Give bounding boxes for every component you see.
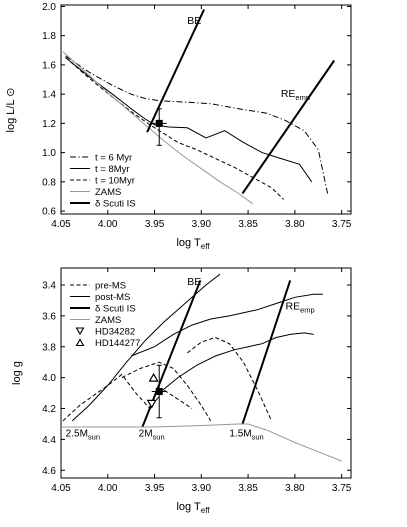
series-line [241,59,336,195]
legend-label: t = 10Myr [95,175,135,186]
y-tick-label: 4.6 [42,466,56,477]
x-tick-label: 4.05 [51,219,71,230]
plot-frame [60,267,352,479]
x-tick-label: 3.95 [145,219,165,230]
series-line [71,273,221,422]
y-ticks: 0.6 0.8 1.0 1.2 1.4 1.6 1.8 2.0 [42,2,351,218]
legend-label: ZAMS [95,187,121,198]
y-tick-label: 3.4 [42,280,56,291]
y-tick-label: 1.8 [42,31,56,42]
x-tick-label: 3.90 [192,219,212,230]
annotations-group: BE REemp [187,15,310,102]
annotation-label: REemp [281,88,310,102]
legend-label: ZAMS [95,315,121,326]
hd144277-marker [148,372,159,382]
series-line [186,336,272,422]
series-line [62,51,254,205]
annotation-label: REemp [286,301,315,315]
y-axis-label: log g [11,361,23,385]
legend-label: HD34282 [95,326,135,337]
series-line [62,373,193,422]
y-tick-label: 4.4 [42,435,56,446]
legend-label: HD144277 [95,338,140,349]
y-tick-label: 4.2 [42,404,56,415]
star-marker [155,119,163,127]
x-ticks: 4.05 4.00 3.95 3.90 3.85 3.80 3.75 [51,268,352,494]
legend-label: t = 8Myr [95,164,130,175]
hr-diagram-panel: 4.05 4.00 3.95 3.90 3.85 3.80 3.75 0.6 0.8 1.0 1.… [5,2,352,251]
annotations-group: BE REemp 2.5Msun 2Msun 1.5Msun [66,276,315,441]
series-line [131,293,323,357]
x-tick-label: 4.05 [51,483,71,494]
y-tick-label: 3.6 [42,311,56,322]
y-tick-label: 1.0 [42,148,56,159]
points-group [151,108,167,146]
plot-frame [60,4,352,215]
y-tick-label: 2.0 [42,2,56,13]
x-tick-label: 3.75 [332,483,352,494]
legend-label: δ Scuti IS [95,303,136,314]
star-marker [155,388,163,396]
x-tick-label: 3.90 [192,483,212,494]
series-group [62,8,336,205]
legend-label: δ Scuti IS [95,198,136,209]
x-tick-label: 3.85 [238,483,258,494]
y-ticks: 3.4 3.6 3.8 4.0 4.2 4.4 4.6 [42,280,351,477]
annotation-label: BE [187,15,201,27]
series-line [61,423,342,462]
y-tick-label: 3.8 [42,342,56,353]
x-tick-label: 3.85 [238,219,258,230]
legend-label: pre-MS [95,280,126,291]
x-tick-label: 3.75 [332,219,352,230]
y-axis-label: log L/L ⊙ [5,88,17,133]
x-ticks: 4.05 4.00 3.95 3.90 3.85 3.80 3.75 [51,5,352,230]
y-tick-label: 4.0 [42,373,56,384]
x-axis-label: log Teff [176,237,210,251]
legend-label: post-MS [95,292,130,303]
legend-label: t = 6 Myr [95,152,132,163]
hd34282-marker [146,399,157,409]
x-axis-label: log Teff [176,501,210,515]
y-tick-label: 0.8 [42,177,56,188]
series-line [158,332,314,394]
series-line [65,55,329,194]
series-line [65,57,313,183]
series-line [121,361,212,422]
series-line [241,280,292,425]
legend-swatch [75,338,85,347]
annotation-label: BE [187,276,201,288]
x-tick-label: 4.00 [98,483,118,494]
legend-swatch [75,327,85,336]
points-group [146,364,167,419]
series-line [146,8,206,133]
annotation-label: 1.5Msun [229,428,263,441]
kiel-diagram-panel: 4.05 4.00 3.95 3.90 3.85 3.80 3.75 3.43.63.84.… [11,267,352,515]
x-tick-label: 3.80 [285,219,305,230]
y-tick-label: 0.6 [42,207,56,218]
annotation-label: 2.5Msun [66,428,100,441]
y-tick-label: 1.2 [42,119,56,130]
x-tick-label: 3.95 [145,483,165,494]
y-tick-label: 1.4 [42,90,56,101]
annotation-label: 2Msun [139,428,165,441]
x-tick-label: 3.80 [285,483,305,494]
x-tick-label: 4.00 [98,219,118,230]
y-tick-label: 1.6 [42,60,56,71]
